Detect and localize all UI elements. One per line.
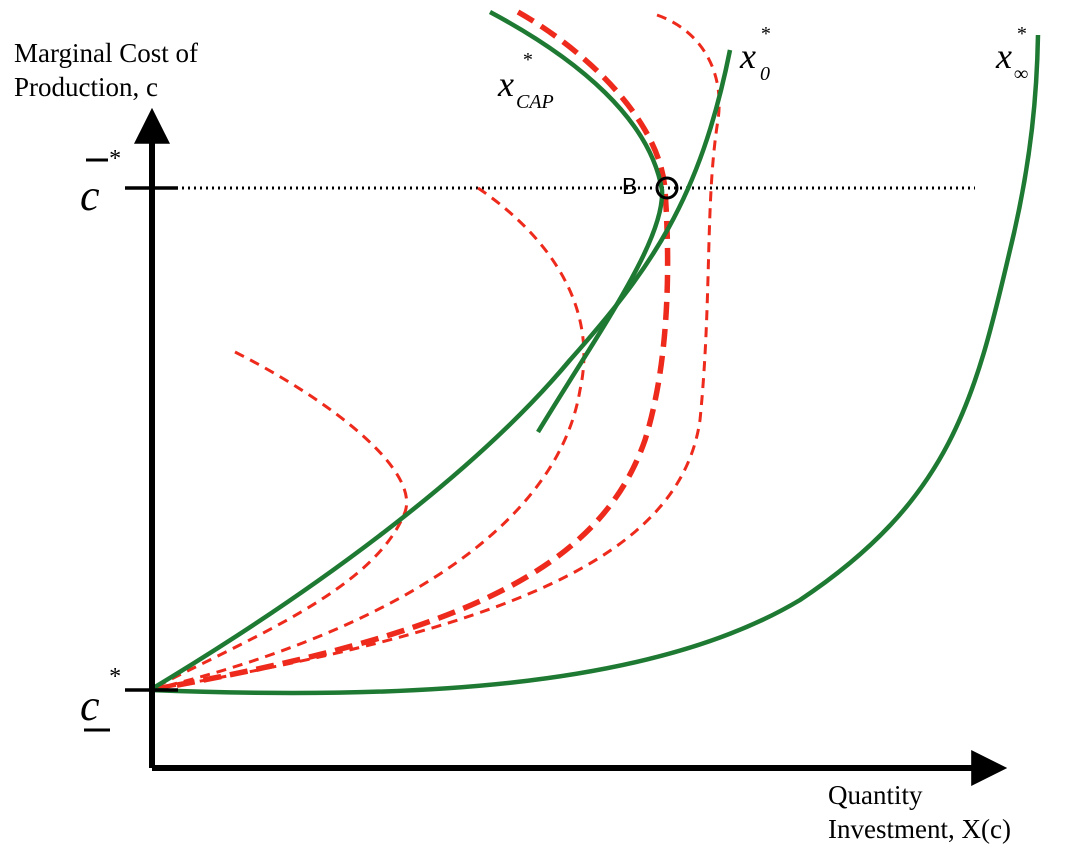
point-b-label: B — [622, 173, 638, 199]
y-axis-title: Marginal Cost of Production, c — [14, 36, 198, 104]
x-cap-label-superscript: * — [522, 49, 532, 71]
point-b-marker — [655, 176, 679, 200]
x-infinity-label-subscript: ∞ — [1014, 63, 1028, 85]
upper-cost-superscript: * — [108, 146, 120, 172]
lower-cost-superscript: * — [108, 664, 120, 690]
lower-cost-label: c * — [80, 664, 120, 732]
upper-cost-symbol: c — [80, 171, 100, 220]
lower-cost-symbol: c — [80, 681, 100, 730]
x-cap-label-subscript: CAP — [516, 91, 554, 113]
red-dashed-curve-2 — [149, 186, 586, 692]
x-cap-label-base: x — [497, 64, 514, 104]
upper-cost-label: c * — [80, 146, 120, 220]
y-axis-title-line2: Production, c — [14, 72, 158, 102]
red-dashed-curve-3 — [149, 13, 721, 692]
x-zero-label-superscript: * — [760, 23, 770, 45]
red-dashed-curve-thick — [149, 9, 671, 693]
x-infinity-label: x * ∞ — [995, 23, 1028, 85]
x-zero-label-base: x — [739, 36, 756, 76]
x-infinity-label-base: x — [995, 36, 1012, 76]
y-axis-title-line1: Marginal Cost of — [14, 38, 198, 68]
x-infinity-label-superscript: * — [1016, 23, 1026, 45]
x-infinity-curve — [149, 34, 1041, 696]
red-dashed-curve-1 — [149, 350, 409, 692]
x-zero-label: x * 0 — [739, 23, 770, 85]
x-axis-title-line2: Investment, X(c) — [828, 814, 1011, 844]
x-cap-curve — [488, 10, 665, 434]
x-zero-curve — [148, 49, 733, 692]
x-axis-title: Quantity Investment, X(c) — [828, 778, 1011, 846]
x-zero-label-subscript: 0 — [760, 63, 770, 85]
x-cap-label: x * CAP — [497, 49, 554, 113]
x-axis-title-line1: Quantity — [828, 780, 923, 810]
